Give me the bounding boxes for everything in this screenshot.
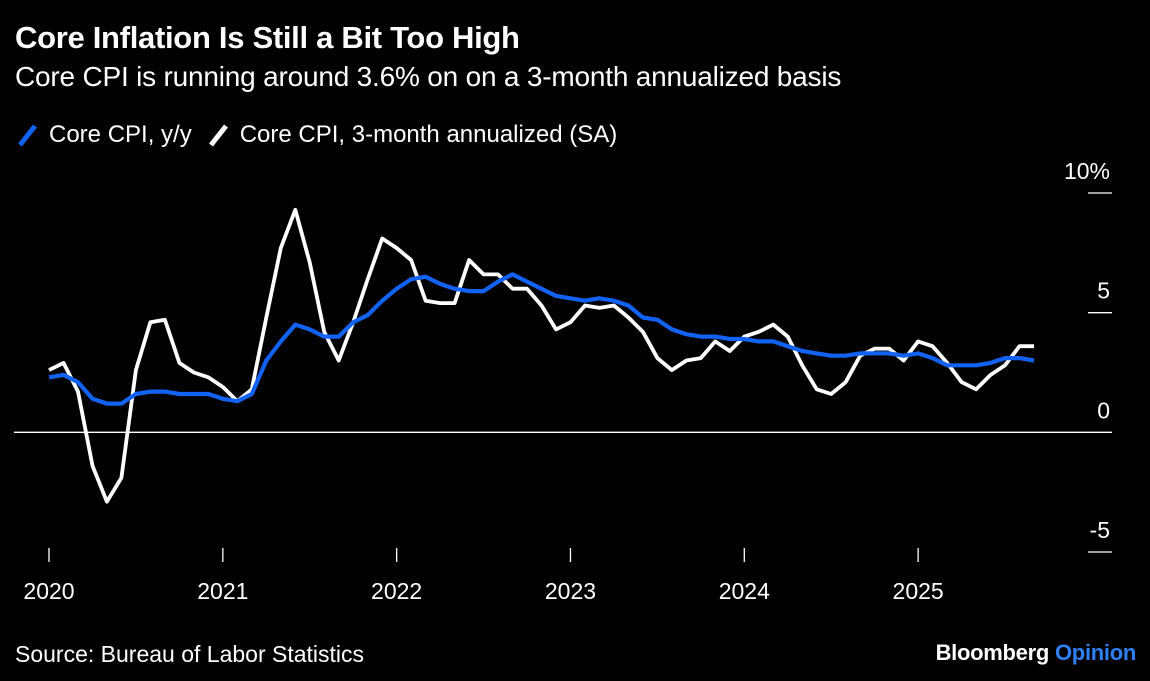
series-line-core-cpi-yoy	[48, 272, 1035, 406]
brand-logo: Bloomberg Opinion	[935, 640, 1137, 666]
legend-item-yoy: Core CPI, y/y	[15, 120, 192, 150]
x-tick-label: 2024	[719, 578, 770, 604]
source-note: Source: Bureau of Labor Statistics	[15, 641, 365, 667]
y-tick-label: -5	[1090, 517, 1110, 543]
x-tick-label: 2025	[893, 578, 944, 604]
y-tick-label: 10%	[1064, 158, 1110, 184]
legend-label-3m: Core CPI, 3-month annualized (SA)	[239, 121, 618, 148]
legend-label-yoy: Core CPI, y/y	[49, 121, 192, 148]
x-axis: 2020 2021 2022 2023 2024 2025	[23, 548, 944, 604]
legend-swatch-white	[208, 124, 228, 147]
x-tick-label: 2023	[545, 578, 596, 604]
legend-item-3m: Core CPI, 3-month annualized (SA)	[206, 120, 618, 150]
y-tick-label: 5	[1097, 278, 1110, 304]
chart-legend: Core CPI, y/y Core CPI, 3-month annualiz…	[15, 120, 631, 150]
x-tick-label: 2021	[197, 578, 248, 604]
chart-title: Core Inflation Is Still a Bit Too High	[15, 20, 520, 55]
y-axis: 10% 5 0 -5	[14, 158, 1112, 553]
series-line-core-cpi-3m	[48, 207, 1034, 504]
x-tick-label: 2022	[371, 578, 422, 604]
chart-subtitle: Core CPI is running around 3.6% on on a …	[15, 61, 842, 92]
brand-suffix: Opinion	[1055, 640, 1136, 665]
series-layer	[48, 207, 1035, 504]
y-tick-label: 0	[1097, 397, 1110, 423]
x-tick-label: 2020	[23, 578, 74, 604]
legend-swatch-blue	[18, 124, 37, 147]
brand-name: Bloomberg	[935, 640, 1050, 665]
